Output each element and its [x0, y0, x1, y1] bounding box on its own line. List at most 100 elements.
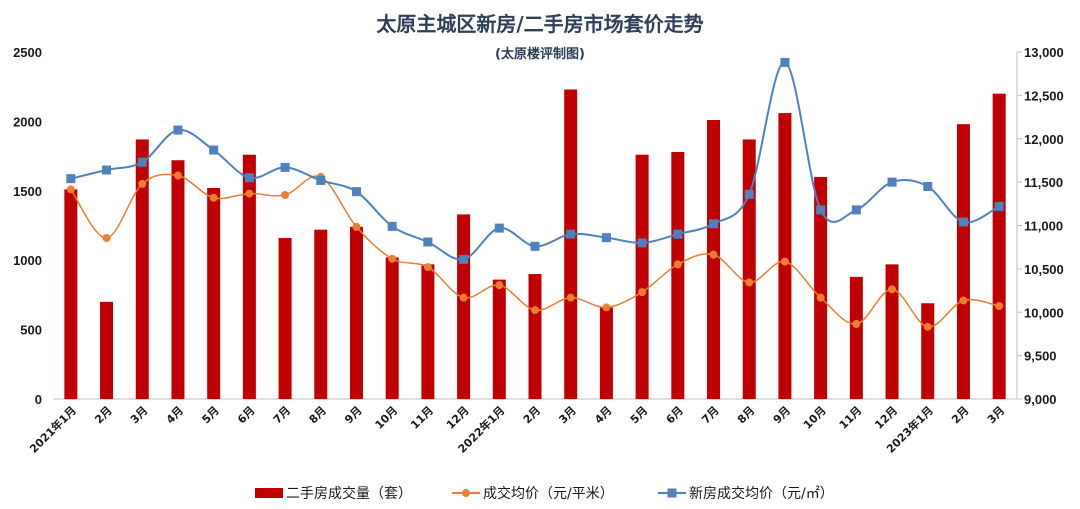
- series-marker: [923, 322, 932, 331]
- series-marker: [209, 193, 218, 202]
- legend-marker: [462, 489, 470, 497]
- series-marker: [888, 285, 897, 294]
- series-marker: [780, 257, 789, 266]
- series-marker: [244, 173, 254, 183]
- series-marker: [780, 57, 790, 67]
- series-marker: [423, 263, 432, 272]
- series-marker: [66, 185, 75, 194]
- x-tick-label: 11月: [837, 404, 865, 432]
- y-right-tick-label: 11,000: [1024, 219, 1063, 234]
- series-marker: [423, 237, 433, 247]
- series-marker: [601, 233, 611, 243]
- x-tick-label: 2021年1月: [26, 403, 79, 456]
- bar: [635, 154, 649, 399]
- x-tick-label: 3月: [985, 404, 1007, 426]
- x-tick-label: 10月: [801, 404, 829, 432]
- line-series-2: [66, 57, 1004, 264]
- series-marker: [673, 260, 682, 269]
- bar: [849, 276, 863, 399]
- series-marker: [637, 238, 647, 248]
- x-tick-label: 4月: [592, 404, 614, 426]
- series-line: [70, 61, 1000, 261]
- series-marker: [994, 201, 1004, 211]
- legend-label: 成交均价（元/平米）: [483, 485, 614, 502]
- line-series: [66, 57, 1004, 331]
- series-marker: [958, 217, 968, 227]
- y-right-tick-label: 12,000: [1024, 132, 1064, 147]
- series-marker: [852, 320, 861, 329]
- series-marker: [209, 145, 219, 155]
- bar: [171, 160, 185, 399]
- x-tick-label: 12月: [872, 404, 900, 432]
- y-right-tick-label: 9,000: [1024, 392, 1057, 407]
- x-tick-label: 6月: [664, 404, 686, 426]
- x-tick-label: 4月: [164, 404, 186, 426]
- x-tick-label: 8月: [307, 404, 329, 426]
- legend-item: 二手房成交量（套）: [255, 485, 412, 502]
- y-right-tick-label: 13,000: [1024, 45, 1064, 60]
- bar: [385, 257, 399, 399]
- x-tick-label: 5月: [199, 404, 221, 426]
- x-tick-label: 2月: [92, 404, 114, 426]
- bar: [492, 279, 506, 399]
- y-right-tick-label: 10,000: [1024, 305, 1064, 320]
- x-tick-label: 3月: [128, 404, 150, 426]
- bar: [956, 124, 970, 400]
- bar: [885, 264, 899, 399]
- series-marker: [494, 223, 504, 233]
- legend-item: 新房成交均价（元/㎡）: [658, 485, 834, 502]
- x-tick-label: 2月: [949, 404, 971, 426]
- series-marker: [137, 157, 147, 167]
- x-tick-label: 8月: [735, 404, 757, 426]
- x-tick-label: 11月: [408, 404, 436, 432]
- y-right-tick-label: 10,500: [1024, 262, 1064, 277]
- x-tick-label: 7月: [699, 404, 721, 426]
- series-marker: [351, 187, 361, 197]
- series-marker: [959, 296, 968, 305]
- bar: [707, 120, 721, 400]
- bar: [671, 151, 685, 399]
- series-marker: [923, 181, 933, 191]
- series-marker: [459, 254, 469, 264]
- series-marker: [245, 189, 254, 198]
- bar: [814, 176, 828, 399]
- series-marker: [602, 303, 611, 312]
- series-marker: [995, 302, 1004, 311]
- y-right-tick-label: 11,500: [1024, 175, 1063, 190]
- line-series-1: [66, 171, 1004, 331]
- series-marker: [352, 222, 361, 231]
- series-marker: [816, 293, 825, 302]
- bar: [278, 237, 292, 399]
- series-marker: [673, 229, 683, 239]
- chart-title: 太原主城区新房/二手房市场套价走势: [376, 12, 703, 36]
- series-marker: [102, 233, 111, 242]
- bar: [992, 93, 1006, 399]
- bar-series: [64, 89, 1006, 400]
- chart-subtitle: (太原楼评制图): [495, 46, 585, 62]
- series-marker: [102, 165, 112, 175]
- series-marker: [281, 190, 290, 199]
- series-marker: [566, 229, 576, 239]
- series-marker: [66, 174, 76, 184]
- x-tick-label: 9月: [342, 404, 364, 426]
- bar: [64, 189, 78, 399]
- x-tick-label: 2月: [521, 404, 543, 426]
- series-marker: [745, 278, 754, 287]
- bar: [242, 154, 256, 399]
- x-tick-label: 3月: [556, 404, 578, 426]
- bar: [457, 214, 471, 399]
- bar: [742, 139, 756, 399]
- axes: 0 500 1000 1500 2000 2500 9,000 9,500 10,000 10,5…: [13, 45, 1064, 407]
- bar: [421, 264, 435, 399]
- x-tick-label: 9月: [771, 404, 793, 426]
- x-tick-label: 10月: [373, 404, 401, 432]
- y-left-tick-label: 2000: [13, 114, 42, 129]
- bar: [135, 139, 149, 399]
- series-marker: [173, 171, 182, 180]
- y-right-tick-label: 9,500: [1024, 349, 1057, 364]
- series-marker: [173, 125, 183, 135]
- x-tick-label: 6月: [235, 404, 257, 426]
- series-marker: [851, 205, 861, 215]
- bar: [349, 226, 363, 399]
- series-marker: [280, 162, 290, 172]
